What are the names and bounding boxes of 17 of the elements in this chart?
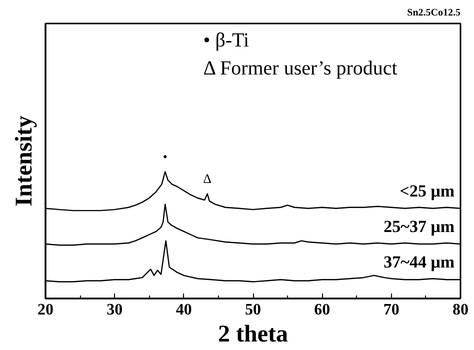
x-axis-title: 2 theta — [218, 322, 288, 348]
x-tick-label: 20 — [38, 302, 54, 318]
series-label: 25~37 μm — [384, 217, 454, 236]
annotation: Δ — [203, 170, 212, 186]
x-tick-label: 40 — [176, 302, 192, 318]
x-tick-label: 50 — [245, 302, 261, 318]
x-tick-label: 60 — [314, 302, 330, 318]
series-label: 37~44 μm — [384, 252, 454, 272]
text: • β-Ti — [203, 30, 250, 52]
y-axis-title: Intensity — [12, 116, 38, 206]
chart-title: Sn2.5Co12.5 — [407, 8, 461, 18]
x-tick-label: 80 — [452, 302, 468, 318]
annotation: • — [162, 148, 168, 164]
text: Δ Former user’s product — [203, 58, 398, 80]
series-label: <25 μm — [400, 181, 455, 200]
x-tick-label: 30 — [106, 302, 123, 318]
x-tick-label: 70 — [383, 302, 400, 318]
